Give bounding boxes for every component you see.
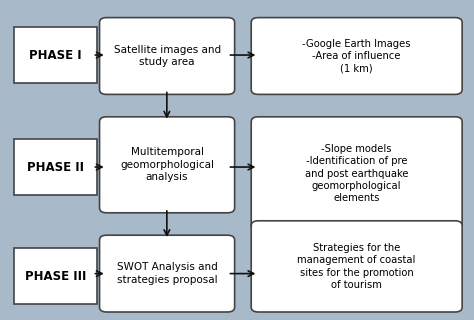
FancyBboxPatch shape <box>14 139 97 195</box>
Text: Strategies for the
management of coastal
sites for the promotion
of tourism: Strategies for the management of coastal… <box>298 243 416 290</box>
FancyBboxPatch shape <box>251 18 462 94</box>
FancyBboxPatch shape <box>100 117 235 213</box>
FancyBboxPatch shape <box>251 117 462 230</box>
FancyBboxPatch shape <box>100 235 235 312</box>
Text: PHASE III: PHASE III <box>25 269 86 283</box>
Text: Satellite images and
study area: Satellite images and study area <box>113 45 221 67</box>
Text: PHASE II: PHASE II <box>27 161 84 174</box>
Text: -Slope models
-Identification of pre
and post earthquake
geomorphological
elemen: -Slope models -Identification of pre and… <box>305 144 409 204</box>
FancyBboxPatch shape <box>251 221 462 312</box>
FancyBboxPatch shape <box>14 248 97 304</box>
Text: Multitemporal
geomorphological
analysis: Multitemporal geomorphological analysis <box>120 148 214 182</box>
Text: SWOT Analysis and
strategies proposal: SWOT Analysis and strategies proposal <box>117 262 218 285</box>
Text: -Google Earth Images
-Area of influence
(1 km): -Google Earth Images -Area of influence … <box>302 39 411 73</box>
FancyBboxPatch shape <box>100 18 235 94</box>
FancyBboxPatch shape <box>14 27 97 83</box>
Text: PHASE I: PHASE I <box>29 49 82 62</box>
